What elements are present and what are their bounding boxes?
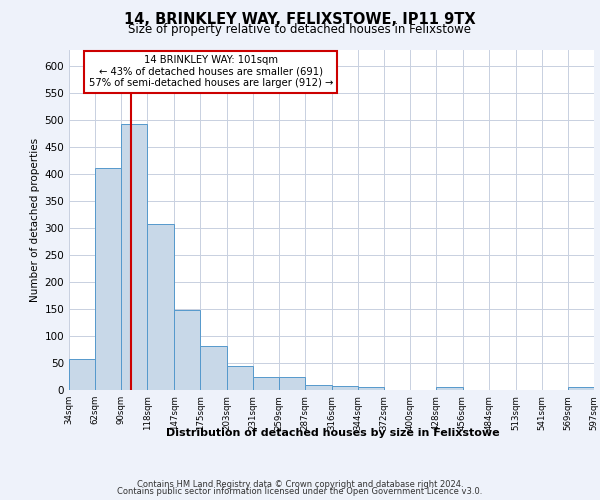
Bar bbox=[279, 377, 305, 390]
Bar bbox=[148, 224, 175, 390]
Text: Distribution of detached houses by size in Felixstowe: Distribution of detached houses by size … bbox=[166, 428, 500, 438]
Y-axis label: Number of detached properties: Number of detached properties bbox=[30, 138, 40, 302]
Text: 14 BRINKLEY WAY: 101sqm
← 43% of detached houses are smaller (691)
57% of semi-d: 14 BRINKLEY WAY: 101sqm ← 43% of detache… bbox=[89, 55, 333, 88]
Bar bbox=[253, 377, 279, 390]
Text: Size of property relative to detached houses in Felixstowe: Size of property relative to detached ho… bbox=[128, 22, 472, 36]
Bar bbox=[95, 168, 121, 390]
Bar bbox=[568, 388, 594, 390]
Text: Contains HM Land Registry data © Crown copyright and database right 2024.: Contains HM Land Registry data © Crown c… bbox=[137, 480, 463, 489]
Text: 14, BRINKLEY WAY, FELIXSTOWE, IP11 9TX: 14, BRINKLEY WAY, FELIXSTOWE, IP11 9TX bbox=[124, 12, 476, 28]
Bar bbox=[175, 310, 200, 390]
Bar bbox=[305, 385, 332, 390]
Bar bbox=[332, 386, 358, 390]
Text: Contains public sector information licensed under the Open Government Licence v3: Contains public sector information licen… bbox=[118, 487, 482, 496]
Bar bbox=[227, 366, 253, 390]
Bar bbox=[358, 387, 384, 390]
Bar bbox=[200, 346, 227, 390]
Bar bbox=[436, 388, 463, 390]
Bar bbox=[69, 359, 95, 390]
Bar bbox=[121, 124, 148, 390]
